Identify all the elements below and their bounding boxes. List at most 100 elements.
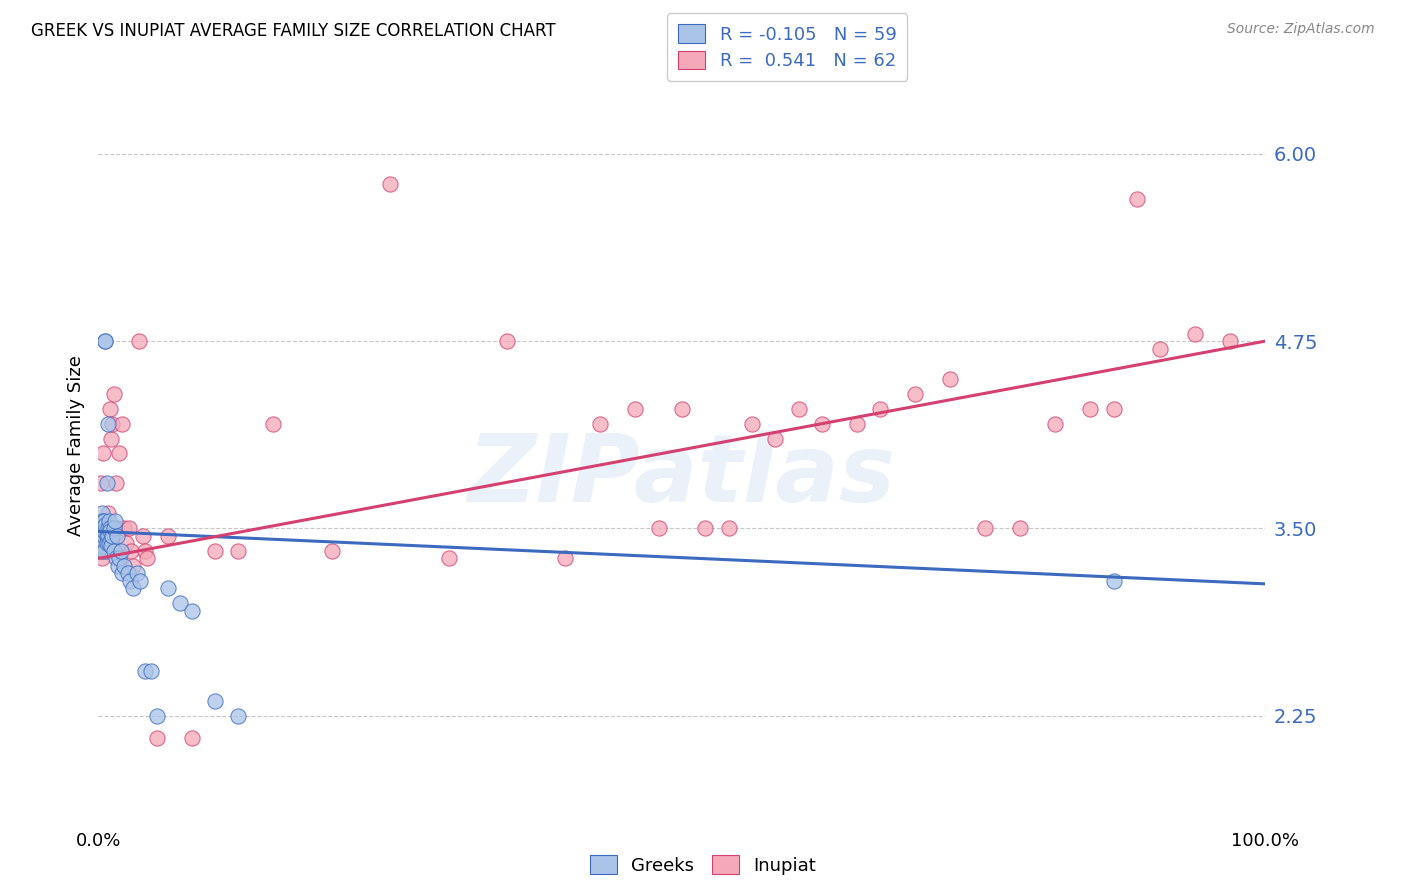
- Point: [695, 521, 717, 535]
- Point: [111, 566, 134, 581]
- Point: [103, 386, 125, 401]
- Point: [1102, 401, 1125, 416]
- Legend: Greeks, Inupiat: Greeks, Inupiat: [581, 847, 825, 884]
- Point: [104, 551, 127, 566]
- Point: [90, 514, 112, 528]
- Point: [228, 544, 250, 558]
- Point: [91, 446, 114, 460]
- Point: [146, 731, 169, 746]
- Point: [110, 544, 132, 558]
- Text: ZIPatlas: ZIPatlas: [468, 430, 896, 522]
- Point: [98, 401, 121, 416]
- Point: [118, 521, 141, 535]
- Point: [1010, 521, 1032, 535]
- Point: [103, 521, 125, 535]
- Point: [90, 476, 112, 491]
- Point: [204, 694, 226, 708]
- Point: [717, 521, 740, 535]
- Text: Source: ZipAtlas.com: Source: ZipAtlas.com: [1227, 22, 1375, 37]
- Point: [974, 521, 997, 535]
- Point: [97, 521, 120, 535]
- Point: [134, 544, 156, 558]
- Point: [93, 524, 115, 539]
- Point: [120, 544, 142, 558]
- Point: [97, 536, 120, 550]
- Point: [647, 521, 669, 535]
- Point: [94, 334, 117, 348]
- Point: [1149, 342, 1171, 356]
- Point: [100, 540, 122, 554]
- Point: [904, 386, 927, 401]
- Point: [97, 529, 120, 543]
- Point: [115, 536, 138, 550]
- Point: [97, 536, 120, 550]
- Point: [93, 544, 115, 558]
- Point: [94, 518, 117, 533]
- Point: [91, 514, 114, 528]
- Point: [93, 529, 115, 543]
- Point: [180, 604, 202, 618]
- Point: [94, 334, 117, 348]
- Point: [157, 582, 180, 596]
- Y-axis label: Average Family Size: Average Family Size: [66, 356, 84, 536]
- Point: [112, 521, 135, 535]
- Point: [125, 566, 148, 581]
- Point: [589, 417, 612, 431]
- Point: [100, 432, 122, 446]
- Point: [90, 551, 112, 566]
- Point: [91, 521, 114, 535]
- Point: [100, 533, 122, 548]
- Point: [101, 529, 124, 543]
- Point: [91, 533, 114, 548]
- Point: [97, 521, 120, 535]
- Point: [169, 596, 191, 610]
- Point: [146, 708, 169, 723]
- Point: [1219, 334, 1241, 348]
- Point: [1102, 574, 1125, 588]
- Point: [101, 417, 124, 431]
- Point: [204, 544, 226, 558]
- Point: [90, 524, 112, 539]
- Point: [132, 529, 155, 543]
- Point: [90, 507, 112, 521]
- Point: [96, 476, 118, 491]
- Point: [91, 540, 114, 554]
- Point: [117, 566, 139, 581]
- Point: [104, 514, 127, 528]
- Point: [103, 544, 125, 558]
- Point: [811, 417, 834, 431]
- Point: [94, 536, 117, 550]
- Point: [98, 521, 121, 535]
- Point: [228, 708, 250, 723]
- Point: [136, 551, 159, 566]
- Point: [129, 574, 152, 588]
- Point: [437, 551, 460, 566]
- Point: [1184, 326, 1206, 341]
- Point: [122, 558, 145, 573]
- Point: [380, 177, 402, 191]
- Point: [96, 529, 118, 543]
- Point: [90, 544, 112, 558]
- Point: [108, 551, 131, 566]
- Point: [554, 551, 576, 566]
- Point: [105, 521, 128, 535]
- Point: [91, 514, 114, 528]
- Point: [107, 558, 129, 573]
- Point: [671, 401, 693, 416]
- Point: [108, 446, 131, 460]
- Point: [90, 521, 112, 535]
- Point: [787, 401, 810, 416]
- Point: [1080, 401, 1102, 416]
- Point: [89, 529, 111, 543]
- Point: [321, 544, 343, 558]
- Point: [93, 514, 115, 528]
- Point: [93, 529, 115, 543]
- Point: [105, 529, 128, 543]
- Point: [97, 514, 120, 528]
- Point: [90, 536, 112, 550]
- Point: [93, 521, 115, 535]
- Point: [104, 476, 127, 491]
- Point: [96, 544, 118, 558]
- Point: [128, 334, 150, 348]
- Point: [90, 529, 112, 543]
